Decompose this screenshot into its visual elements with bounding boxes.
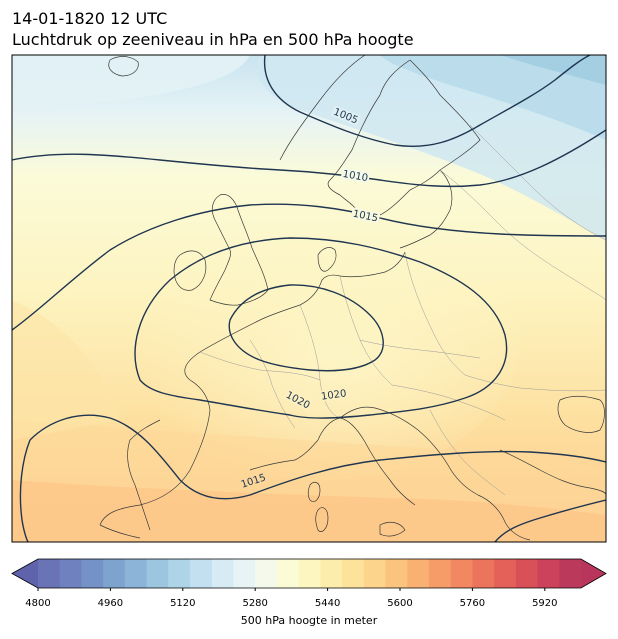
colorbar-swatch [211, 559, 234, 588]
colorbar-tick-label: 5920 [532, 598, 558, 609]
colorbar-swatch [428, 559, 452, 588]
isobar-1020-se [494, 499, 606, 542]
colorbar-swatch [276, 559, 300, 588]
isobar-1010 [12, 129, 606, 188]
colorbar-swatch [81, 559, 104, 588]
map-area: 1005 1010 1015 1020 1020 1015 [12, 55, 606, 542]
isobar-label: 1015 [352, 209, 379, 225]
colorbar-swatch [515, 559, 539, 588]
colorbar-tick-label: 5120 [170, 598, 196, 609]
colorbar-swatch [320, 559, 343, 588]
colorbar-swatch [124, 559, 148, 588]
isobar-label: 1020 [320, 388, 347, 402]
colorbar-tick-label: 5440 [314, 598, 341, 609]
isobar-label: 1010 [342, 169, 369, 184]
colorbar-tick-label: 4960 [97, 598, 124, 609]
isobar-1015-north [12, 203, 606, 331]
colorbar-swatch [363, 559, 387, 588]
colorbar-swatch [298, 559, 321, 588]
colorbar-extend-min [12, 559, 38, 588]
isobar-1020-inner [228, 284, 384, 372]
colorbar-swatch [342, 559, 365, 588]
colorbar-swatch [407, 559, 430, 588]
colorbar-swatch [255, 559, 278, 588]
colorbar-swatch [472, 559, 495, 588]
colorbar-swatch [385, 559, 408, 588]
colorbar-label: 500 hPa hoogte in meter [240, 614, 378, 627]
isobar-1015-south [29, 414, 606, 500]
map-date-time: 14-01-1820 12 UTC [12, 9, 168, 28]
colorbar-swatch [233, 559, 256, 588]
colorbar-tick-label: 5760 [459, 598, 486, 609]
colorbar-extend-max [581, 559, 606, 588]
colorbar-swatch [146, 559, 169, 588]
colorbar-tick-label: 5600 [387, 598, 413, 609]
colorbar-tick-label: 4800 [25, 598, 51, 609]
colorbar-tick-label: 5280 [242, 598, 268, 609]
isobars [12, 55, 606, 542]
isobar-1015-west [19, 439, 31, 542]
isobar-1020-outer [134, 237, 508, 419]
colorbar [11, 558, 607, 591]
colorbar-swatch [450, 559, 473, 588]
colorbar-swatch [559, 559, 582, 588]
colorbar-swatch [103, 559, 126, 588]
map-title: Luchtdruk op zeeniveau in hPa en 500 hPa… [12, 30, 414, 49]
colorbar-swatch [168, 559, 191, 588]
country-borders [199, 124, 606, 496]
colorbar-swatch [38, 559, 61, 588]
colorbar-swatch [190, 559, 213, 588]
colorbar-swatch [494, 559, 517, 588]
colorbar-swatch [59, 559, 82, 588]
isobar-1005 [263, 55, 591, 147]
colorbar-swatch [537, 559, 560, 588]
map-frame [11, 54, 607, 543]
